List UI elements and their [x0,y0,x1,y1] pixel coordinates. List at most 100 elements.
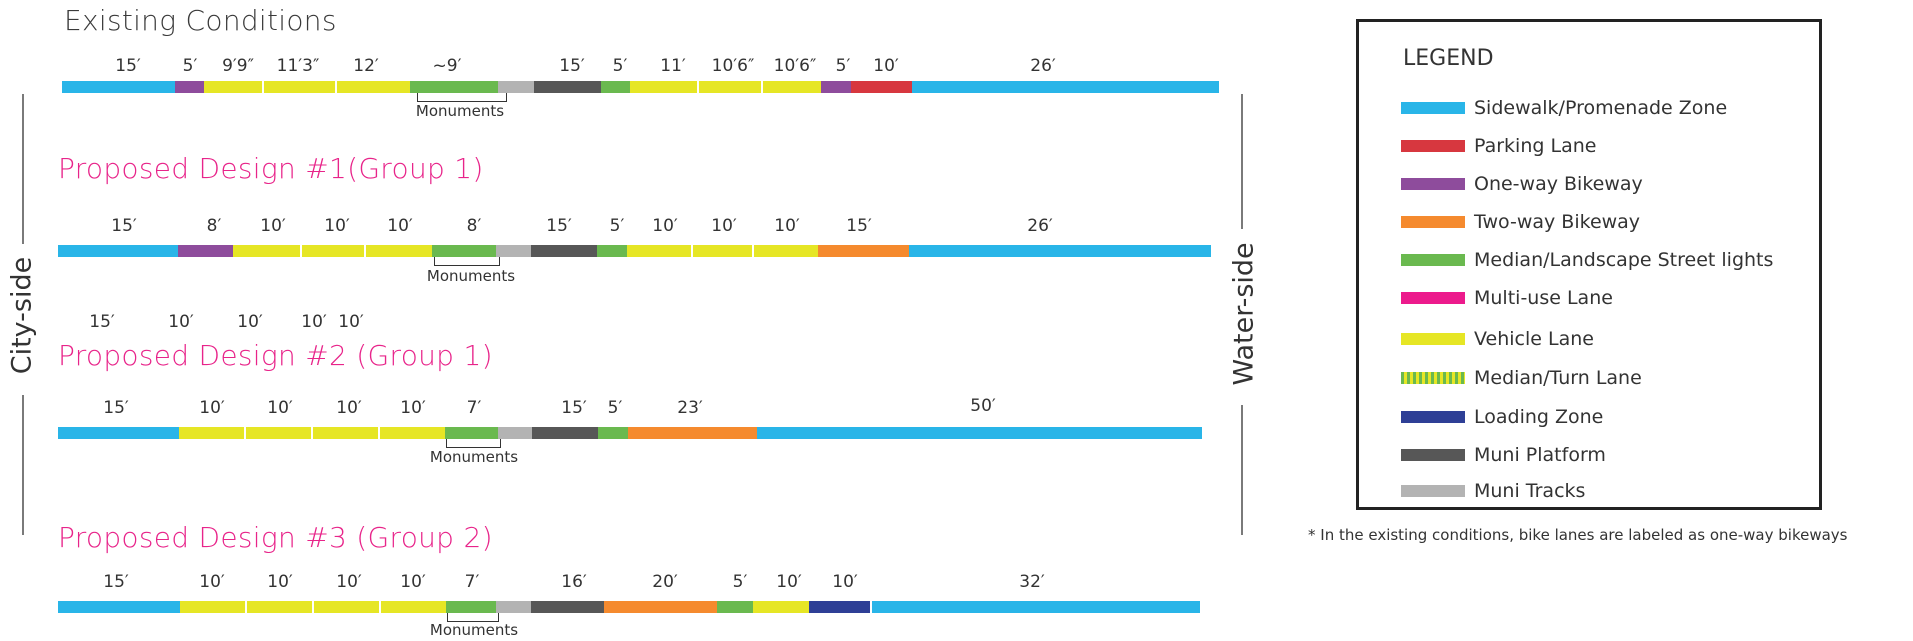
median-segment [410,81,498,93]
dim-label: 23′ [677,398,703,418]
swatch-twoway-icon [1401,216,1465,228]
dim-label: 10′ [237,312,263,332]
existing-street-section [62,81,1219,93]
dim-label: 10′ [324,216,350,236]
muni-platform-segment [531,245,597,257]
dim-label: 11′3″ [276,56,320,76]
monuments-label: Monuments [415,102,505,120]
vehicle-lane-segment [691,245,752,257]
median-segment [446,601,496,613]
twoway-bikeway-segment [628,427,757,439]
design2-title: Proposed Design #2 (Group 1) [58,339,493,372]
dim-label: 12′ [353,56,379,76]
dim-label: 16′ [561,572,587,592]
dim-label: 50′ [970,396,996,416]
design3-title: Proposed Design #3 (Group 2) [58,521,493,554]
dim-label: 10′ [776,572,802,592]
legend-item-label: Median/Landscape Street lights [1474,249,1774,271]
legend-item-label: Muni Platform [1474,444,1606,466]
vehicle-lane-segment [627,245,691,257]
dim-label: 10′ [267,398,293,418]
dim-label: 32′ [1019,572,1045,592]
city-side-line-top [22,94,24,244]
dim-label: 10′ [400,398,426,418]
legend-item: Sidewalk/Promenade Zone [1401,97,1727,119]
sidewalk-segment [909,245,1211,257]
dim-label: 15′ [846,216,872,236]
monuments-label: Monuments [429,448,519,466]
legend-item: Multi-use Lane [1401,287,1613,309]
legend-item: Loading Zone [1401,406,1603,428]
dim-label: 10′ [652,216,678,236]
dim-label: 5′ [732,572,748,592]
dim-label: 5′ [182,56,198,76]
monuments-label: Monuments [429,621,519,639]
vehicle-lane-segment [752,245,818,257]
dim-label: 10′ [301,312,327,332]
water-side-line-top [1241,94,1243,229]
dim-label: 10′ [199,398,225,418]
dim-label: 26′ [1027,216,1053,236]
footnote: * In the existing conditions, bike lanes… [1308,526,1848,544]
vehicle-lane-segment [233,245,300,257]
legend-item-label: Muni Tracks [1474,480,1586,502]
design2-street-section [58,427,1202,439]
dim-label: 5′ [612,56,628,76]
sidewalk-segment [912,81,1219,93]
legend-item: Median/Turn Lane [1401,367,1642,389]
vehicle-lane-segment [378,427,445,439]
muni-platform-segment [532,427,598,439]
dim-label: 11′ [660,56,686,76]
oneway-bikeway-segment [821,81,851,93]
legend: LEGEND Sidewalk/Promenade Zone Parking L… [1356,19,1822,510]
legend-item: Two-way Bikeway [1401,211,1640,233]
sidewalk-segment [58,245,178,257]
sidewalk-segment [757,427,1202,439]
sidewalk-segment [870,601,1200,613]
muni-platform-segment [531,601,604,613]
twoway-bikeway-segment [818,245,909,257]
dim-label: 20′ [652,572,678,592]
twoway-bikeway-segment [604,601,717,613]
dim-label: 15′ [89,312,115,332]
muni-tracks-segment [496,245,531,257]
sidewalk-segment [58,601,180,613]
vehicle-lane-segment [244,427,311,439]
dim-label: 10′ [832,572,858,592]
dim-label: 8′ [466,216,482,236]
city-side-label: City-side [6,256,38,375]
dim-label: 15′ [103,398,129,418]
dim-label: 15′ [546,216,572,236]
sidewalk-segment [58,427,179,439]
dim-label: 8′ [206,216,222,236]
swatch-median-icon [1401,254,1465,266]
vehicle-lane-segment [262,81,335,93]
dim-label: 7′ [466,398,482,418]
legend-item-label: Vehicle Lane [1474,328,1594,350]
legend-item: Vehicle Lane [1401,328,1594,350]
dim-label: 10′ [873,56,899,76]
legend-title: LEGEND [1403,46,1494,71]
swatch-oneway-icon [1401,178,1465,190]
legend-item-label: Multi-use Lane [1474,287,1613,309]
vehicle-lane-segment [379,601,446,613]
monuments-bracket [447,613,499,622]
dim-label: 15′ [103,572,129,592]
dim-label: 10′ [336,572,362,592]
median-segment [445,427,498,439]
existing-conditions-title: Existing Conditions [64,4,337,37]
dim-label: 10′ [168,312,194,332]
dim-label: 10′ [774,216,800,236]
vehicle-lane-segment [245,601,312,613]
legend-item-label: Median/Turn Lane [1474,367,1642,389]
vehicle-lane-segment [311,427,378,439]
design1-street-section [58,245,1211,257]
legend-item-label: Parking Lane [1474,135,1597,157]
vehicle-lane-segment [312,601,379,613]
dim-label: 10′ [267,572,293,592]
median-segment [597,245,627,257]
dim-label: 15′ [111,216,137,236]
dim-label: 5′ [607,398,623,418]
vehicle-lane-segment [753,601,809,613]
monuments-label: Monuments [426,267,516,285]
